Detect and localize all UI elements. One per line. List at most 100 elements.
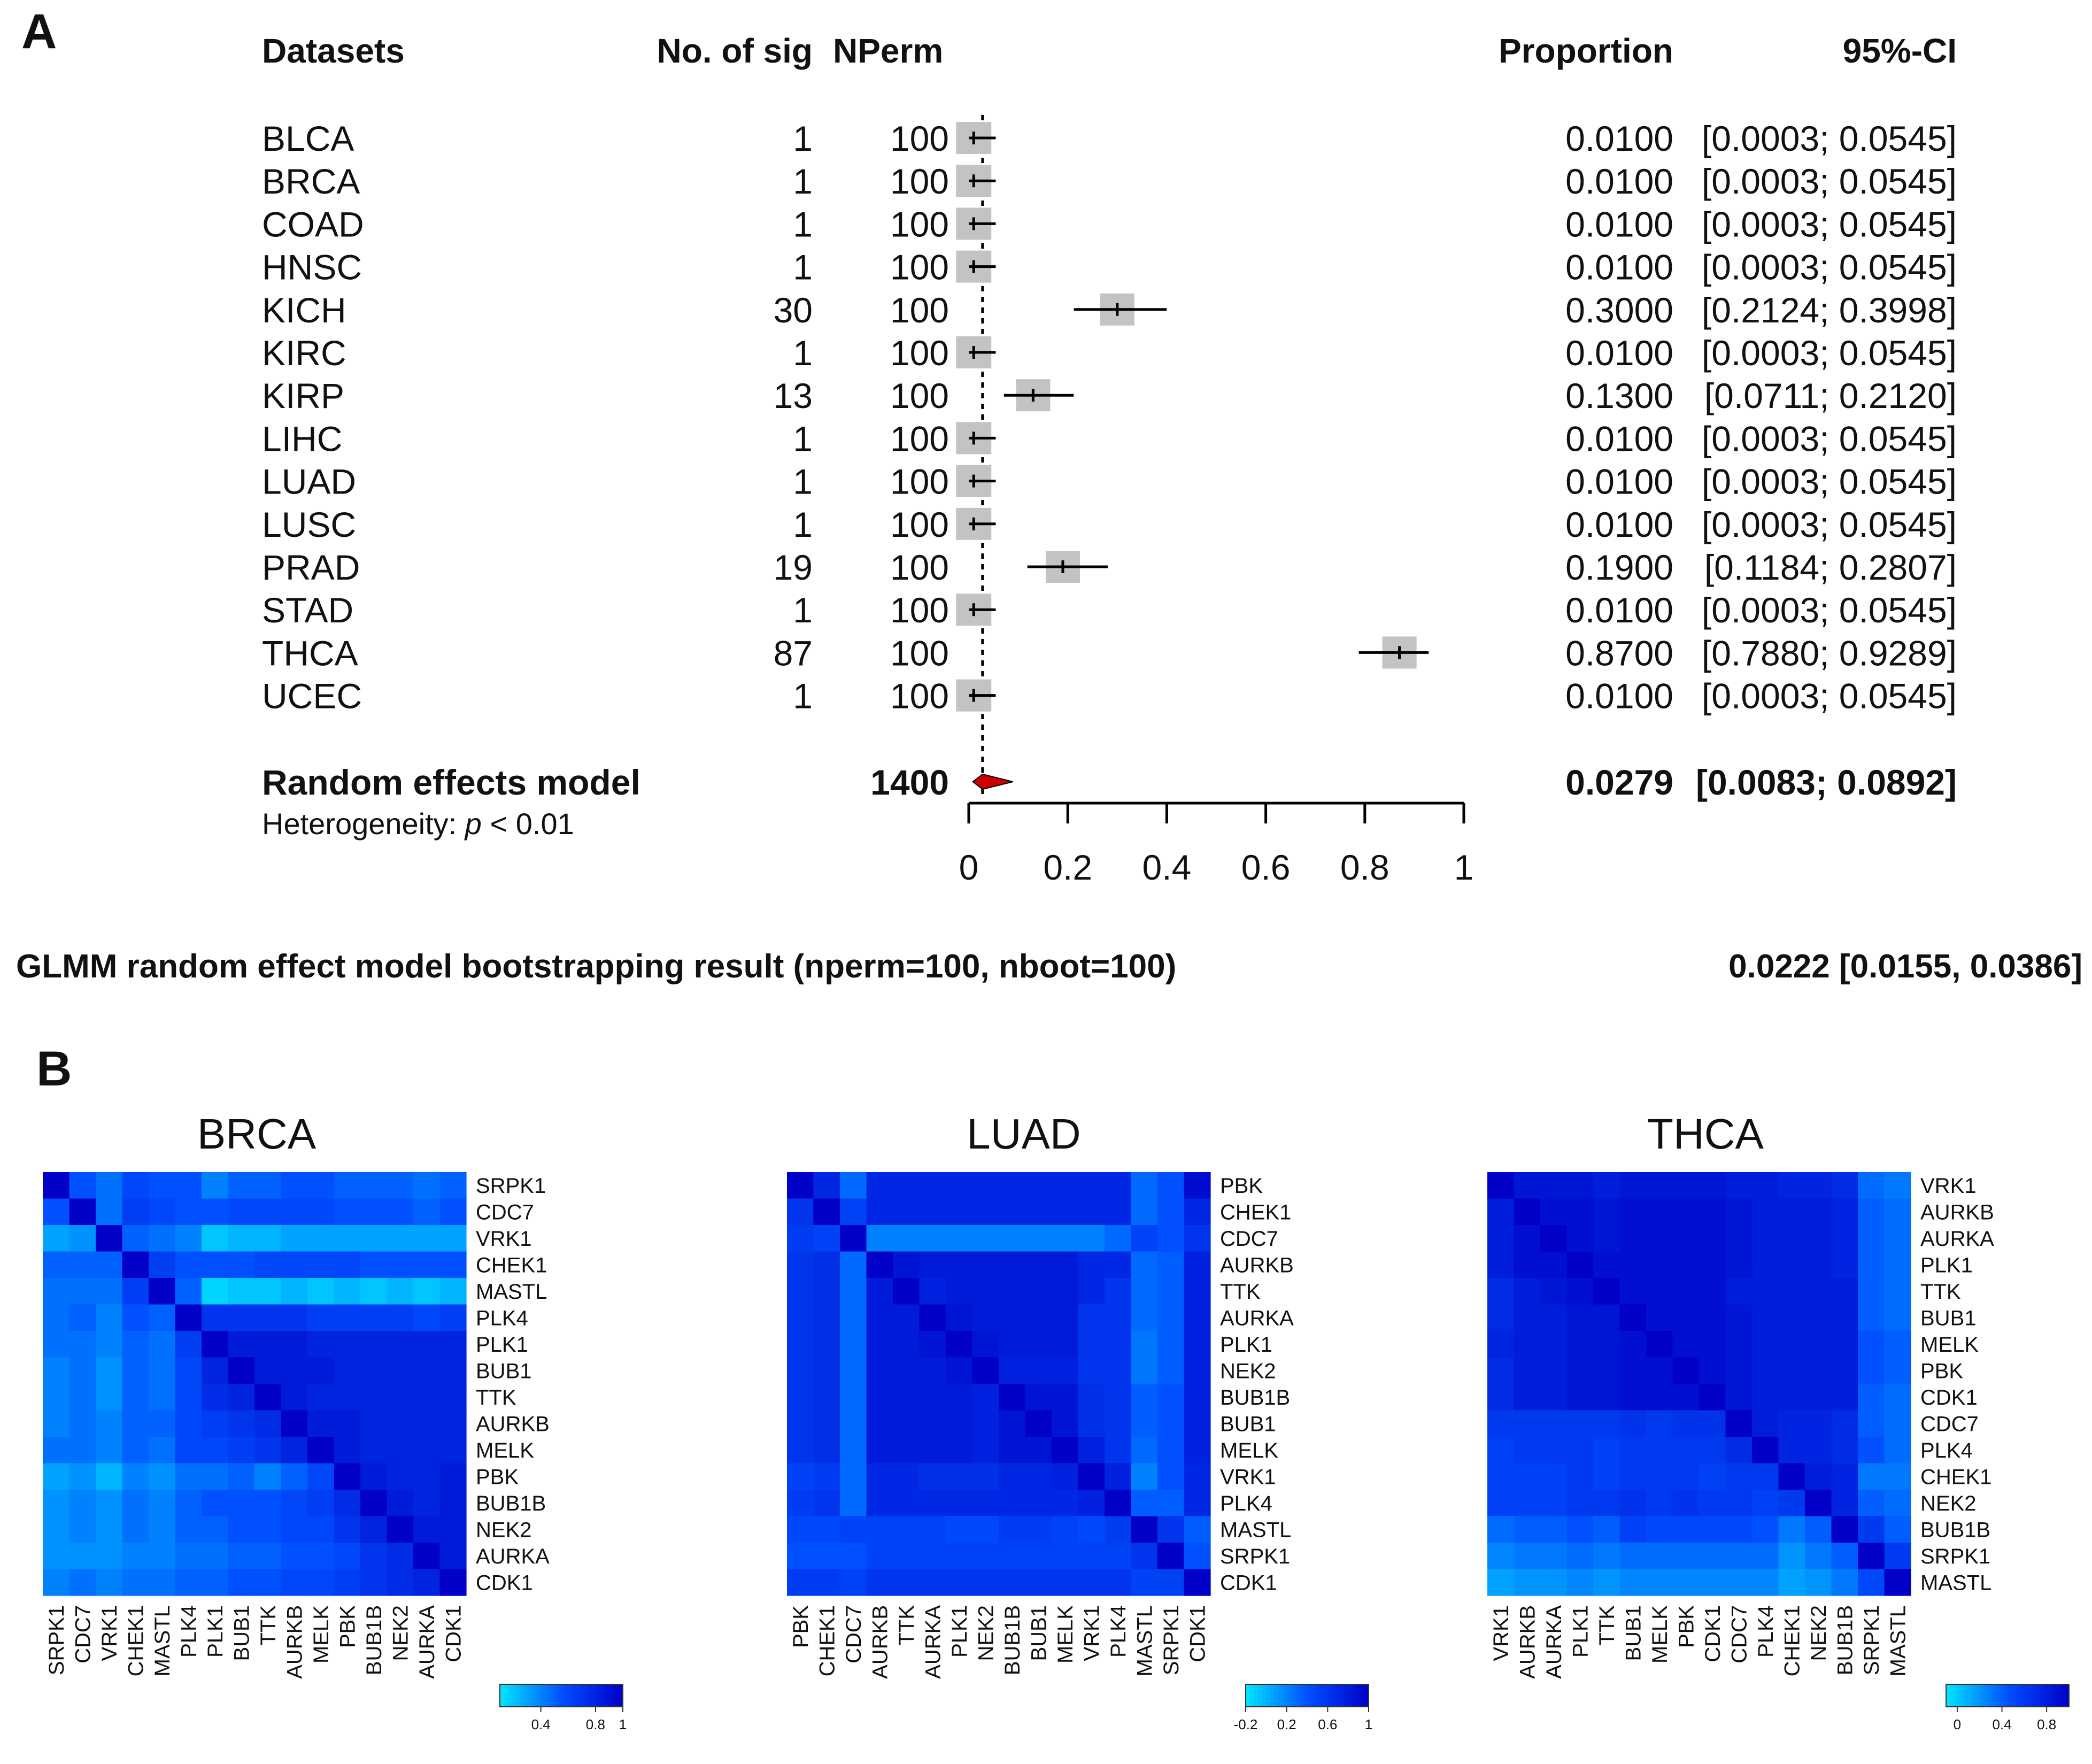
row-nperm: 100 xyxy=(890,376,949,415)
colorbar-segment xyxy=(1958,1684,1963,1707)
heatmap-cell xyxy=(1884,1569,1911,1596)
heatmap-cell xyxy=(1514,1331,1541,1358)
heatmap-cell xyxy=(122,1463,149,1490)
heatmap-cell xyxy=(228,1384,255,1411)
heatmap-cell xyxy=(413,1384,441,1411)
heatmap-cell xyxy=(1831,1304,1858,1331)
heatmap-cell xyxy=(307,1463,335,1490)
heatmap-cell xyxy=(1619,1516,1647,1543)
row-proportion: 0.1300 xyxy=(1565,376,1673,415)
heatmap-row-label: CDC7 xyxy=(1920,1412,1979,1436)
heatmap-cell xyxy=(1672,1463,1700,1490)
heatmap-cell xyxy=(1184,1331,1211,1358)
heatmap-cell xyxy=(1487,1225,1515,1252)
colorbar-segment xyxy=(1258,1684,1263,1707)
heatmap-cell xyxy=(787,1251,814,1278)
heatmap-cell xyxy=(1884,1198,1911,1226)
heatmap-cell xyxy=(946,1304,973,1331)
row-nperm: 100 xyxy=(890,676,949,716)
heatmap-cell xyxy=(1831,1251,1858,1278)
heatmap-cell xyxy=(439,1543,467,1570)
row-dataset: PRAD xyxy=(262,548,360,587)
heatmap-cell xyxy=(122,1384,149,1411)
heatmap-cell xyxy=(1752,1278,1779,1305)
heatmap-cell xyxy=(1514,1198,1541,1226)
heatmap-title: LUAD xyxy=(967,1110,1080,1158)
summary-total: 1400 xyxy=(870,762,949,802)
row-dataset: COAD xyxy=(262,204,364,244)
heatmap-cell xyxy=(334,1304,361,1331)
forest-plot: A Datasets No. of sig NPerm Proportion 9… xyxy=(16,4,2082,985)
heatmap-cell xyxy=(1752,1304,1779,1331)
heatmap-cell xyxy=(1858,1278,1885,1305)
heatmap-cell xyxy=(360,1357,388,1384)
heatmap-cell xyxy=(1858,1490,1885,1517)
heatmap-cell xyxy=(96,1490,123,1517)
heatmap-cell xyxy=(1078,1357,1105,1384)
heatmap-cell xyxy=(1078,1198,1105,1226)
heatmap-cell xyxy=(1184,1172,1211,1199)
heatmap-cell xyxy=(1831,1543,1858,1570)
heatmap-cell xyxy=(999,1304,1026,1331)
heatmap-col-label: CHEK1 xyxy=(1780,1605,1804,1676)
heatmap-row-label: AURKB xyxy=(1220,1253,1294,1277)
heatmap-row-label: MASTL xyxy=(1220,1518,1291,1542)
heatmap-cell xyxy=(175,1490,202,1517)
heatmap-cell xyxy=(1752,1569,1779,1596)
heatmap-cell xyxy=(999,1463,1026,1490)
heatmap-cell xyxy=(1514,1490,1541,1517)
heatmap-cell xyxy=(254,1278,282,1305)
heatmap-cell xyxy=(1105,1569,1132,1596)
heatmap-cell xyxy=(1157,1331,1185,1358)
heatmap-cell xyxy=(1619,1569,1647,1596)
heatmap-cell xyxy=(43,1331,70,1358)
heatmap-cell xyxy=(360,1198,388,1226)
colorbar-segment xyxy=(2060,1684,2065,1707)
heatmap-cell xyxy=(149,1225,176,1252)
heatmap-cell xyxy=(1078,1437,1105,1464)
heatmap-cell xyxy=(69,1490,96,1517)
heatmap-col-label: BUB1 xyxy=(1622,1605,1645,1661)
heatmap-cell xyxy=(96,1251,123,1278)
heatmap-row-label: TTK xyxy=(476,1386,516,1409)
heatmap-cell xyxy=(1805,1278,1832,1305)
row-ci: [0.0003; 0.0545] xyxy=(1702,505,1957,544)
row-sig: 1 xyxy=(793,204,813,244)
heatmap-cell xyxy=(228,1278,255,1305)
heatmap-cell xyxy=(43,1357,70,1384)
heatmap-cell xyxy=(1752,1331,1779,1358)
row-nperm: 100 xyxy=(890,462,949,502)
heatmap-cell xyxy=(1884,1278,1911,1305)
colorbar-segment xyxy=(2016,1684,2020,1707)
heatmap-cell xyxy=(1105,1516,1132,1543)
heatmap-luad: LUADPBKCHEK1CDC7AURKBTTKAURKAPLK1NEK2BUB… xyxy=(787,1110,1372,1732)
row-sig: 1 xyxy=(793,676,813,716)
colorbar-segment xyxy=(1356,1684,1361,1707)
colorbar-segment xyxy=(1352,1684,1357,1707)
heatmap-cell xyxy=(1805,1543,1832,1570)
heatmap-cell xyxy=(1672,1410,1700,1437)
heatmap-col-label: CDK1 xyxy=(1186,1605,1209,1662)
bootstrap-value: 0.0222 [0.0155, 0.0386] xyxy=(1728,948,2082,985)
heatmap-cell xyxy=(1831,1384,1858,1411)
heatmap-col-label: CDC7 xyxy=(71,1605,95,1663)
heatmap-cell xyxy=(1078,1304,1105,1331)
heatmap-cell xyxy=(1540,1384,1568,1411)
colorbar-segment xyxy=(1340,1684,1345,1707)
heatmap-title: THCA xyxy=(1647,1110,1764,1158)
row-proportion: 0.0100 xyxy=(1565,419,1673,458)
heatmap-cell xyxy=(202,1251,229,1278)
heatmap-cell xyxy=(334,1410,361,1437)
heatmap-row-label: MELK xyxy=(1220,1439,1278,1462)
heatmap-cell xyxy=(43,1384,70,1411)
heatmap-row-label: PBK xyxy=(1920,1359,1963,1383)
row-sig: 13 xyxy=(774,376,813,415)
heatmap-cell xyxy=(334,1463,361,1490)
heatmap-cell xyxy=(1025,1437,1052,1464)
colorbar-segment xyxy=(1278,1684,1283,1707)
heatmap-cell xyxy=(840,1384,867,1411)
row-nperm: 100 xyxy=(890,505,949,544)
heatmap-cell xyxy=(413,1569,441,1596)
heatmap-cell xyxy=(1052,1490,1079,1517)
heatmap-cell xyxy=(281,1304,308,1331)
